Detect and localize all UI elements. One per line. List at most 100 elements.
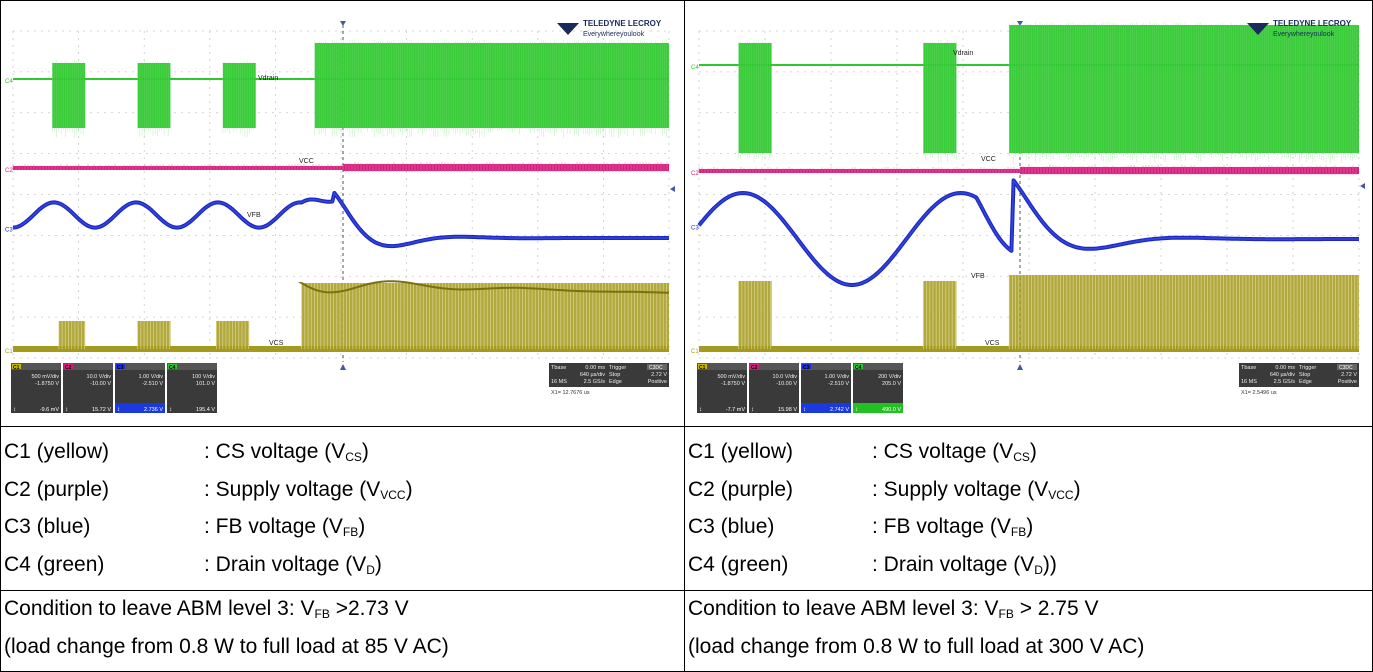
channel-info-c2: C2 10.0 V/div-10.00 V ↕ 15.98 V xyxy=(749,363,799,413)
vdrain-burst xyxy=(52,63,86,128)
vcs-burst xyxy=(923,281,957,349)
vdrain-burst-spikes xyxy=(52,60,84,138)
timebase-info: Tbase 0.00 ms Trigger C3DC 640 µs/div Stop 2.7… xyxy=(1239,363,1359,387)
trigger-level-marker xyxy=(1360,183,1365,189)
channel-measure-bg xyxy=(63,403,113,413)
channel-measure: -7.7 mV xyxy=(726,407,746,413)
legend-label: C1 (yellow) xyxy=(4,440,110,463)
vcs-envelope xyxy=(297,280,670,294)
channel-box-header xyxy=(697,363,747,370)
channel-measure: 2.742 V xyxy=(830,407,849,413)
trigger-level-marker xyxy=(670,186,675,192)
vcs-burst-lines xyxy=(216,321,249,349)
cursor-icon: ↕ xyxy=(699,407,702,413)
oscilloscope-plot-left: C4 C2 C3 C1 Vdrain VCC VFB VCS TELEDYNE LECROY Ev… xyxy=(5,19,675,413)
trigger-mode: Stop xyxy=(609,372,620,378)
legend-desc: : Drain voltage (VD) xyxy=(204,553,382,577)
channel-scale: 500 mV/div xyxy=(717,374,745,380)
trigger-label: Trigger xyxy=(609,365,626,371)
vcc-trace-before xyxy=(699,169,1020,173)
channel-tag-swatch xyxy=(698,364,707,369)
channel-marker-c4: C4 xyxy=(5,79,13,85)
channel-marker-c2: C2 xyxy=(691,171,699,177)
channel-scale: 200 V/div xyxy=(878,374,901,380)
channel-measure-bg xyxy=(11,403,61,413)
trigger-marker-bottom xyxy=(340,364,346,370)
trigger-label: Trigger xyxy=(1299,365,1316,371)
channel-scale: 100 V/div xyxy=(192,374,215,380)
trace-label-vfb: VFB xyxy=(247,212,261,219)
cursor-icon: ↕ xyxy=(117,407,120,413)
channel-info-c2: C2 10.0 V/div-10.00 V ↕ 15.72 V xyxy=(63,363,113,413)
vdrain-burst xyxy=(1009,25,1359,153)
legend-label: C3 (blue) xyxy=(4,515,91,538)
channel-offset: -2.510 V xyxy=(828,381,849,387)
trace-label-vcs: VCS xyxy=(269,340,284,347)
trace-label-vdrain: Vdrain xyxy=(953,50,973,57)
legend-label: C2 (purple) xyxy=(688,478,794,501)
cursor-readout: X1= 2.5496 us xyxy=(1241,390,1277,396)
cursor-icon: ↕ xyxy=(855,407,858,413)
vfb-trace-noise xyxy=(12,191,669,247)
vcs-burst-lines xyxy=(738,281,771,349)
legend-label: C4 (green) xyxy=(688,553,789,576)
vcs-burst xyxy=(738,281,772,349)
channel-tag: C3 xyxy=(117,365,124,371)
channel-tag: C1 xyxy=(699,365,706,371)
channel-measure: 15.98 V xyxy=(778,407,797,413)
teledyne-logo-icon xyxy=(1247,23,1269,35)
vdrain-burst xyxy=(923,43,957,153)
channel-box-header xyxy=(11,363,61,370)
channel-marker-c1: C1 xyxy=(5,349,13,355)
legend-desc: : FB voltage (VFB) xyxy=(872,515,1034,539)
channel-tag-swatch xyxy=(750,364,759,369)
vcc-ripple xyxy=(698,165,1357,175)
cursor-readout: X1= 12.7676 us xyxy=(551,390,590,396)
trigger-marker-top xyxy=(340,21,346,26)
trace-label-vcc: VCC xyxy=(981,156,996,163)
cursor-icon: ↕ xyxy=(751,407,754,413)
channel-info-c1: C1 500 mV/div-1.8750 V ↕ -7.7 mV xyxy=(697,363,747,413)
timebase-label: Tbase xyxy=(1241,365,1256,371)
legend-label: C1 (yellow) xyxy=(688,440,794,463)
channel-marker-c3: C3 xyxy=(5,228,13,234)
channel-tag-swatch xyxy=(854,364,863,369)
legend-label: C3 (blue) xyxy=(688,515,775,538)
logo-tagline: Everywhereyoulook xyxy=(1273,31,1335,38)
channel-measure: 15.72 V xyxy=(92,407,111,413)
condition-right-line1: Condition to leave ABM level 3: VFB > 2.… xyxy=(688,597,1099,621)
channel-info-c3: C3 1.00 V/div-2.510 V ↕ 2.742 V xyxy=(801,363,851,413)
vdrain-burst-spikes xyxy=(137,60,169,137)
memory-depth: 16 MS xyxy=(551,379,567,385)
vcs-burst xyxy=(137,321,171,349)
channel-tag: C2 xyxy=(751,365,758,371)
legend-desc: : Supply voltage (VVCC) xyxy=(204,478,413,502)
trigger-level: 2.72 V xyxy=(1341,372,1357,378)
vfb-trace-noise xyxy=(698,178,1359,286)
logo-brand: TELEDYNE LECROY xyxy=(1273,19,1352,28)
channel-measure-bg xyxy=(749,403,799,413)
trigger-channel: C3DC xyxy=(649,365,663,371)
channel-measure-bg xyxy=(167,403,217,413)
channel-tag-swatch xyxy=(64,364,73,369)
channel-box-header xyxy=(167,363,217,370)
channel-measure: 195.4 V xyxy=(196,407,215,413)
channel-offset: -10.00 V xyxy=(90,381,111,387)
cursor-icon: ↕ xyxy=(13,407,16,413)
channel-offset: -1.8750 V xyxy=(721,381,745,387)
legend-desc: : Supply voltage (VVCC) xyxy=(872,478,1081,502)
vcc-ripple xyxy=(12,162,668,172)
vcs-burst xyxy=(216,321,250,349)
channel-measure-bg xyxy=(115,403,165,413)
legend-desc: : CS voltage (VCS) xyxy=(872,440,1037,464)
timebase-label: Tbase xyxy=(551,365,566,371)
channel-offset: -2.510 V xyxy=(142,381,163,387)
timebase-per-div: 640 µs/div xyxy=(1270,372,1295,378)
trigger-slope: Positive xyxy=(1338,379,1357,385)
logo-tagline: Everywhereyoulook xyxy=(583,31,645,38)
channel-box-header xyxy=(801,363,851,370)
channel-box-header xyxy=(115,363,165,370)
channel-tag: C2 xyxy=(65,365,72,371)
channel-marker-c1: C1 xyxy=(691,349,699,355)
vdrain-burst-spikes xyxy=(222,60,254,138)
